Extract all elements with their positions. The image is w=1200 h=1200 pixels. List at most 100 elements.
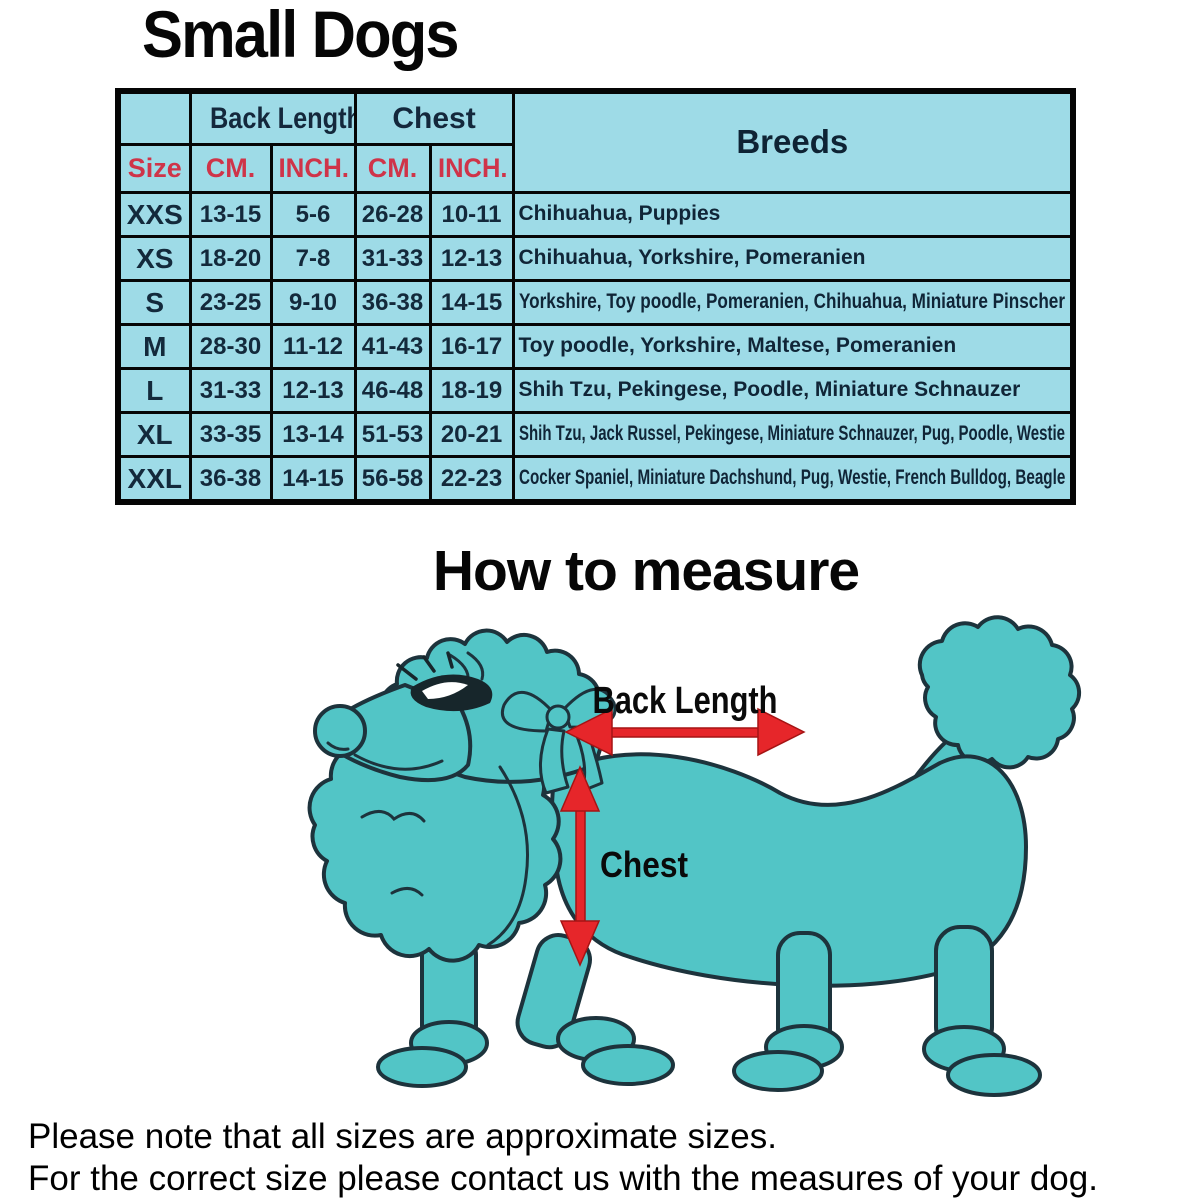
size-cell: XXS (116, 191, 192, 238)
back-inch-cell: 14-15 (269, 455, 357, 504)
cell-text: L (146, 374, 164, 406)
dog-tail-pom (917, 615, 1082, 770)
poodle-measure-illustration: Back Length Chest (307, 615, 1082, 1097)
header-chest-cm: CM. (353, 143, 432, 194)
dog-mouth (353, 753, 444, 771)
size-cell: M (116, 323, 192, 370)
chest-cm-cell: 51-53 (353, 411, 432, 458)
header-breeds: Breeds (511, 89, 1075, 194)
breeds-cell: Chihuahua, Puppies (511, 191, 1075, 238)
cell-text: 26-28 (361, 200, 424, 228)
cell-text: 20-21 (440, 420, 503, 448)
cell-text: Toy poodle, Yorkshire, Maltese, Pomerani… (518, 334, 957, 358)
header-chest: Chest (353, 89, 515, 146)
back-cm-cell: 13-15 (188, 191, 273, 238)
table-header-row-units: Size CM. INCH. CM. INCH. (116, 143, 1073, 194)
chest-cm-cell: 41-43 (353, 323, 432, 370)
cell-text: 33-35 (199, 420, 262, 448)
cell-text: 5-6 (295, 200, 331, 228)
dog-front-leg-a (376, 931, 489, 1088)
cell-text: 22-23 (440, 464, 503, 492)
chest-cm-cell: 36-38 (353, 279, 432, 326)
cell-text: XL (136, 418, 173, 450)
header-text: Back Length (209, 101, 355, 135)
cell-text: 36-38 (199, 464, 262, 492)
breeds-cell: Shih Tzu, Jack Russel, Pekingese, Miniat… (511, 411, 1075, 458)
cell-text: 51-53 (361, 420, 424, 448)
footer-note: Please note that all sizes are approxima… (28, 1116, 1098, 1200)
cell-text: 9-10 (288, 288, 338, 316)
chest-cm-cell: 46-48 (353, 367, 432, 414)
header-chest-inch: INCH. (428, 143, 515, 194)
back-cm-cell: 18-20 (188, 235, 273, 282)
cell-text: Yorkshire, Toy poodle, Pomeranien, Chihu… (518, 290, 1065, 314)
header-text: CM. (367, 153, 418, 184)
chest-arrow (559, 765, 601, 967)
cell-text: 14-15 (440, 288, 503, 316)
cell-text: 41-43 (361, 332, 424, 360)
chest-cm-cell: 56-58 (353, 455, 432, 504)
size-cell: XL (116, 411, 192, 458)
header-text: CM. (205, 153, 256, 184)
table-row: S 23-25 9-10 36-38 14-15 Yorkshire, Toy … (116, 279, 1075, 326)
measure-heading: How to measure (432, 539, 860, 603)
cell-text: 10-11 (441, 200, 502, 228)
chest-inch-cell: 14-15 (428, 279, 515, 326)
dog-bow (501, 687, 617, 795)
cell-text: XS (136, 242, 174, 274)
header-text: INCH. (437, 153, 508, 184)
chest-inch-cell: 16-17 (428, 323, 515, 370)
header-text: INCH. (277, 153, 349, 184)
page-title: Small Dogs (142, 0, 460, 71)
header-blank-cell (116, 89, 192, 146)
back-inch-cell: 12-13 (269, 367, 357, 414)
back-inch-cell: 9-10 (269, 279, 357, 326)
cell-text: 31-33 (199, 376, 262, 404)
breeds-cell: Chihuahua, Yorkshire, Pomeranien (511, 235, 1075, 282)
size-cell: S (116, 279, 192, 326)
chest-cm-cell: 31-33 (353, 235, 432, 282)
cell-text: 18-20 (199, 244, 262, 272)
back-cm-cell: 36-38 (188, 455, 273, 504)
breeds-cell: Cocker Spaniel, Miniature Dachshund, Pug… (511, 455, 1075, 504)
back-cm-cell: 33-35 (188, 411, 273, 458)
dog-mane-curl (360, 810, 426, 823)
dog-hind-leg-far (732, 931, 844, 1092)
table-header-row-groups: Back Length Chest Breeds (116, 89, 1075, 194)
cell-text: 11-12 (282, 332, 344, 360)
table-row: XS 18-20 7-8 31-33 12-13 Chihuahua, York… (116, 235, 1075, 282)
cell-text: 31-33 (361, 244, 424, 272)
cell-text: 46-48 (361, 376, 424, 404)
back-cm-cell: 28-30 (188, 323, 273, 370)
size-cell: XXL (116, 455, 192, 504)
breeds-cell: Shih Tzu, Pekingese, Poodle, Miniature S… (511, 367, 1075, 414)
breeds-cell: Toy poodle, Yorkshire, Maltese, Pomerani… (511, 323, 1075, 370)
dog-front-leg-b (515, 933, 675, 1086)
dog-eye-icon (396, 651, 493, 712)
cell-text: 14-15 (282, 464, 344, 492)
back-length-arrow-label: Back Length (593, 680, 778, 722)
footer-line-2: For the correct size please contact us w… (28, 1159, 1098, 1198)
cell-text: 18-19 (440, 376, 503, 404)
cell-text: 13-14 (282, 420, 344, 448)
back-inch-cell: 5-6 (269, 191, 357, 238)
header-text: Chest (392, 101, 476, 135)
cell-text: XXL (127, 462, 182, 494)
cell-text: 36-38 (361, 288, 424, 316)
back-inch-cell: 13-14 (269, 411, 357, 458)
footer-line-1: Please note that all sizes are approxima… (28, 1117, 777, 1156)
cell-text: 7-8 (295, 244, 331, 272)
size-cell: XS (116, 235, 192, 282)
header-back-length: Back Length (188, 89, 357, 146)
cell-text: Shih Tzu, Jack Russel, Pekingese, Miniat… (518, 422, 1065, 446)
chest-inch-cell: 10-11 (428, 191, 515, 238)
chest-inch-cell: 22-23 (428, 455, 515, 504)
cell-text: 12-13 (440, 244, 503, 272)
chest-arrow-label: Chest (600, 844, 688, 885)
cell-text: 16-17 (440, 332, 503, 360)
cell-text: XXS (126, 198, 183, 230)
table-row: L 31-33 12-13 46-48 18-19 Shih Tzu, Peki… (116, 367, 1075, 414)
cell-text: Chihuahua, Yorkshire, Pomeranien (518, 246, 866, 270)
cell-text: 13-15 (199, 200, 262, 228)
